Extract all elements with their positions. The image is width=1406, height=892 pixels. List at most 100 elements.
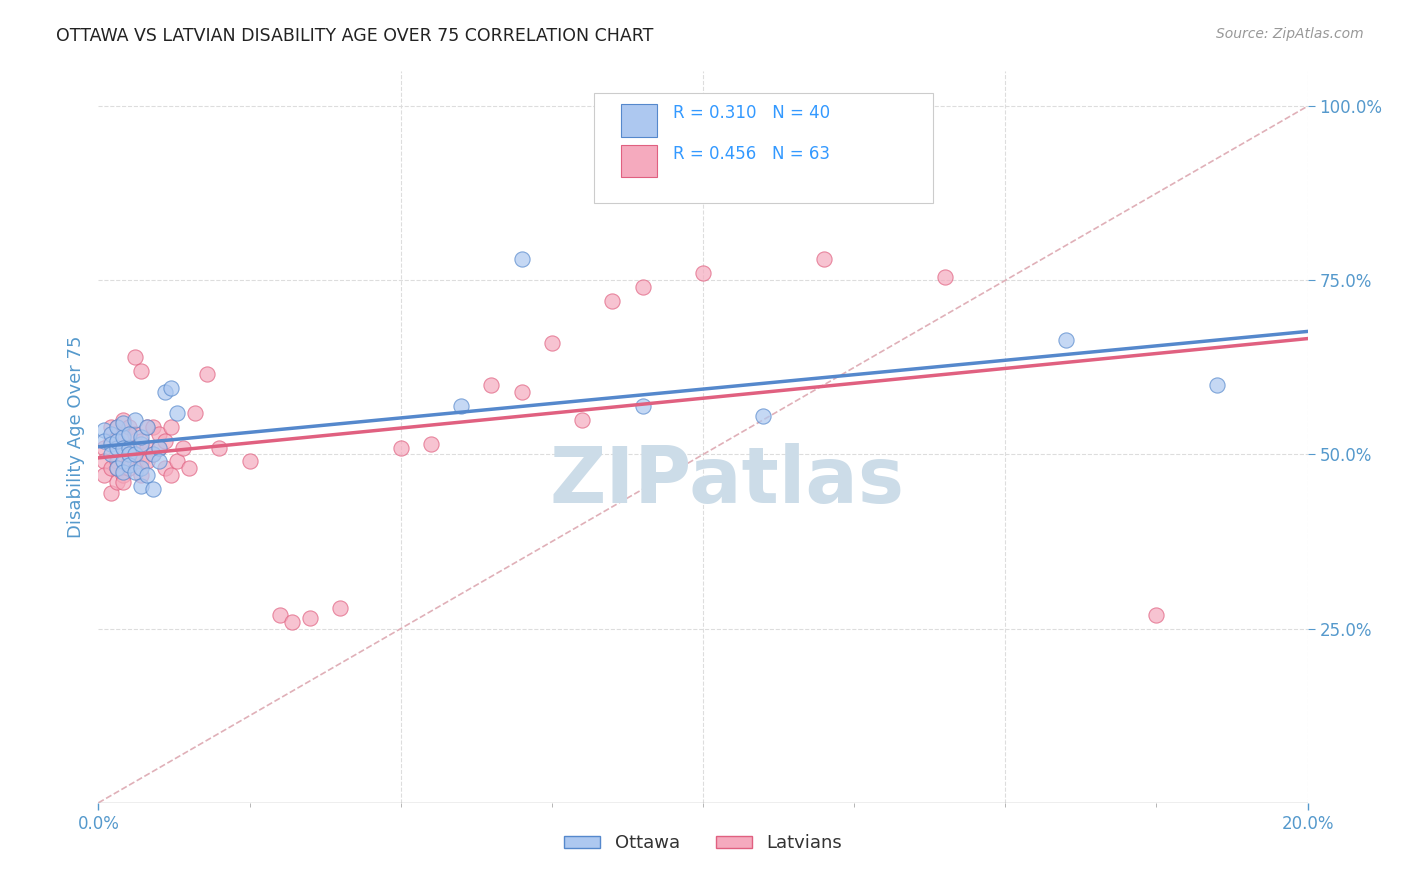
Point xyxy=(111,465,134,479)
Point xyxy=(118,448,141,462)
Point xyxy=(142,483,165,497)
Point xyxy=(129,434,152,448)
Point xyxy=(239,454,262,468)
Point xyxy=(118,458,141,472)
Text: ZIPatlas: ZIPatlas xyxy=(550,443,904,519)
Point xyxy=(172,441,194,455)
Text: Source: ZipAtlas.com: Source: ZipAtlas.com xyxy=(1216,27,1364,41)
Point xyxy=(105,461,128,475)
Point xyxy=(148,426,170,441)
Point xyxy=(160,419,183,434)
Point xyxy=(118,448,141,462)
Point xyxy=(118,461,141,475)
Point xyxy=(166,406,188,420)
Point xyxy=(93,423,115,437)
Y-axis label: Disability Age Over 75: Disability Age Over 75 xyxy=(66,335,84,539)
Legend: Ottawa, Latvians: Ottawa, Latvians xyxy=(557,827,849,860)
Point xyxy=(631,280,654,294)
Point xyxy=(510,384,533,399)
Point xyxy=(93,454,115,468)
Point xyxy=(129,461,152,475)
Point xyxy=(195,368,218,382)
Point xyxy=(135,454,157,468)
Point xyxy=(111,454,134,468)
Point xyxy=(692,266,714,280)
Point xyxy=(129,468,152,483)
Point xyxy=(281,615,304,629)
Point xyxy=(124,426,146,441)
Point xyxy=(269,607,291,622)
Point xyxy=(111,475,134,490)
Point xyxy=(111,426,134,441)
Point xyxy=(124,448,146,462)
Point xyxy=(129,364,152,378)
Point xyxy=(135,468,157,483)
FancyBboxPatch shape xyxy=(595,94,932,203)
Point xyxy=(100,426,122,441)
Point xyxy=(571,412,593,426)
Point xyxy=(148,441,170,455)
Point xyxy=(631,399,654,413)
Point xyxy=(129,454,152,468)
Point xyxy=(111,430,134,444)
Point xyxy=(105,419,128,434)
Point xyxy=(129,430,152,444)
Point xyxy=(105,454,128,468)
Point xyxy=(111,441,134,455)
Point xyxy=(166,454,188,468)
Bar xyxy=(621,104,657,137)
Point xyxy=(299,611,322,625)
Point xyxy=(111,416,134,430)
Point xyxy=(105,419,128,434)
Point xyxy=(329,600,352,615)
Point xyxy=(142,448,165,462)
Point xyxy=(142,448,165,462)
Point xyxy=(148,441,170,455)
Point xyxy=(105,434,128,448)
Point xyxy=(540,336,562,351)
Point xyxy=(160,381,183,395)
Point xyxy=(118,454,141,468)
Text: R = 0.456   N = 63: R = 0.456 N = 63 xyxy=(672,145,830,162)
Point xyxy=(111,468,134,483)
Point xyxy=(124,350,146,364)
Point xyxy=(934,269,956,284)
Point xyxy=(124,441,146,455)
Point xyxy=(129,479,152,493)
Point xyxy=(100,485,122,500)
Point xyxy=(100,437,122,451)
Point xyxy=(100,434,122,448)
Point xyxy=(1054,333,1077,347)
Point xyxy=(129,437,152,451)
Point xyxy=(420,437,443,451)
Point xyxy=(100,461,122,475)
Point xyxy=(1206,377,1229,392)
Point xyxy=(118,419,141,434)
Point xyxy=(153,434,176,448)
Point xyxy=(602,294,624,309)
Point xyxy=(179,461,201,475)
Point xyxy=(1144,607,1167,622)
Point xyxy=(135,419,157,434)
Point xyxy=(450,399,472,413)
Point xyxy=(93,468,115,483)
Point xyxy=(208,441,231,455)
Point xyxy=(100,448,122,462)
Point xyxy=(135,441,157,455)
Point xyxy=(160,468,183,483)
Point xyxy=(124,465,146,479)
Point xyxy=(389,441,412,455)
Point xyxy=(184,406,207,420)
Point xyxy=(124,454,146,468)
Point xyxy=(153,384,176,399)
Point xyxy=(93,434,115,448)
Point xyxy=(118,441,141,455)
Point xyxy=(142,419,165,434)
Point xyxy=(105,461,128,475)
Point xyxy=(105,441,128,455)
Point xyxy=(111,412,134,426)
Text: R = 0.310   N = 40: R = 0.310 N = 40 xyxy=(672,104,830,122)
Point xyxy=(93,441,115,455)
Point xyxy=(752,409,775,424)
Point xyxy=(481,377,503,392)
